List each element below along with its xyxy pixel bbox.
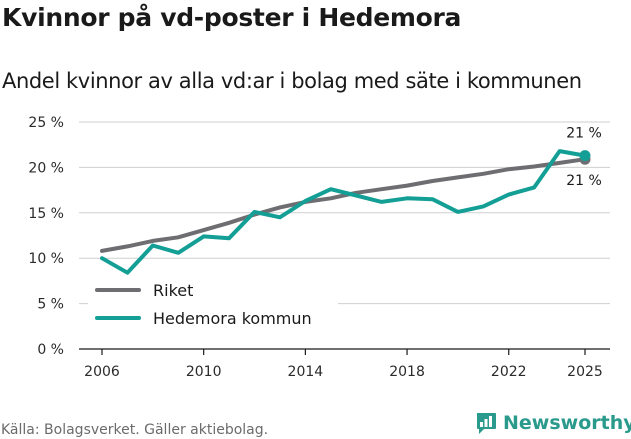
bar-chart-icon — [477, 413, 496, 434]
x-tick-label: 2025 — [567, 364, 603, 380]
y-tick-label: 20 % — [28, 160, 64, 176]
line-chart: 0 %5 %10 %15 %20 %25 % 2006 2010 2014 2018 2… — [28, 115, 610, 380]
source-note: Källa: Bolagsverket. Gäller aktiebolag. — [1, 422, 269, 438]
brand-name: Newsworthy — [503, 412, 631, 434]
y-tick-label: 25 % — [28, 115, 64, 131]
x-tick-label: 2018 — [389, 364, 425, 380]
end-label-riket: 21 % — [566, 173, 602, 189]
series-line-hedemora — [100, 149, 587, 275]
end-marker-hedemora — [579, 150, 591, 162]
end-label-hedemora: 21 % — [566, 126, 602, 142]
x-axis: 2006 2010 2014 2018 2022 2025 — [79, 348, 610, 380]
legend: Riket Hedemora kommun — [88, 277, 338, 335]
newsworthy-logo: Newsworthy — [475, 409, 631, 437]
y-tick-label: 0 % — [37, 342, 64, 358]
series-lines — [100, 149, 591, 275]
chart-title: Kvinnor på vd-poster i Hedemora — [2, 3, 462, 32]
series-line-riket — [100, 157, 587, 253]
chart-subtitle: Andel kvinnor av alla vd:ar i bolag med … — [2, 69, 582, 93]
legend-background — [88, 277, 338, 335]
grid-lines — [79, 121, 610, 305]
x-tick-label: 2022 — [491, 364, 527, 380]
x-tick-label: 2006 — [84, 364, 120, 380]
y-tick-label: 5 % — [37, 297, 64, 313]
x-tick-label: 2014 — [288, 364, 324, 380]
x-tick-label: 2010 — [186, 364, 222, 380]
legend-label: Hedemora kommun — [153, 309, 312, 328]
end-labels: 21 % 21 % — [566, 126, 602, 190]
legend-label: Riket — [153, 281, 193, 300]
y-axis-labels: 0 % 5 % 10 % 15 % 20 % 25 % — [28, 115, 64, 358]
y-tick-label: 10 % — [28, 251, 64, 267]
y-tick-label: 15 % — [28, 206, 64, 222]
